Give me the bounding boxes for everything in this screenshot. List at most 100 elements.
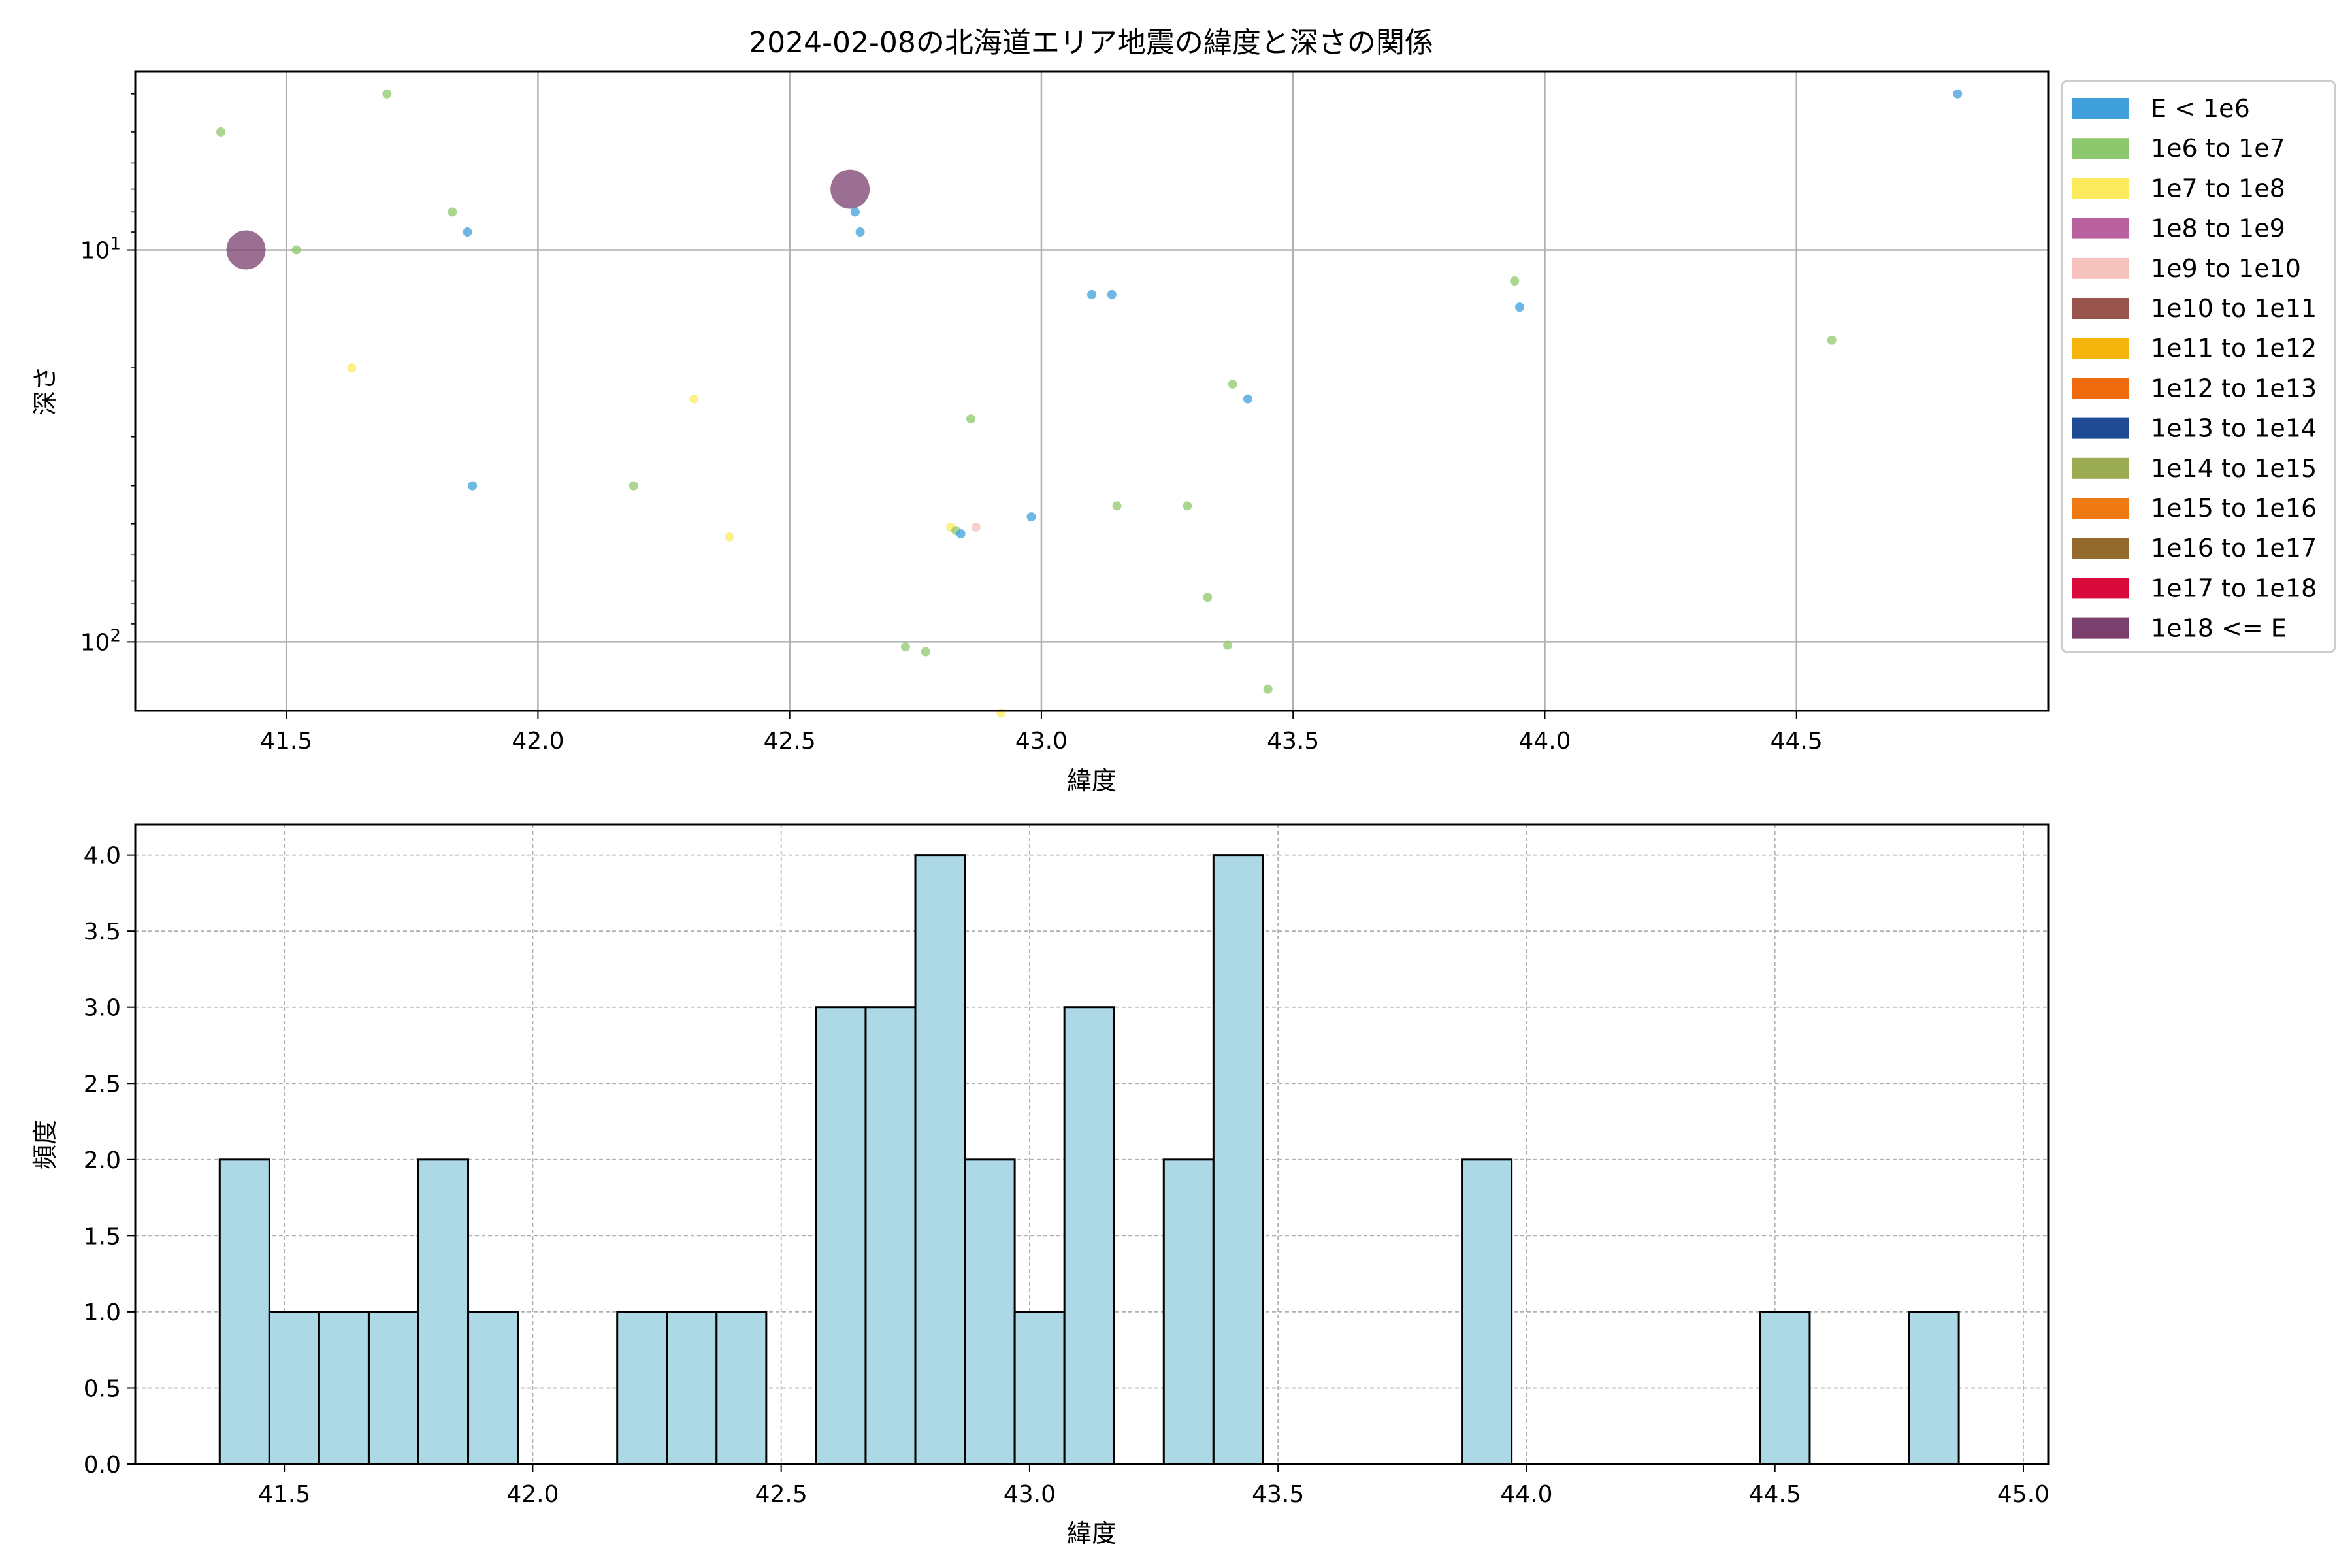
scatter-points xyxy=(216,89,1963,718)
histogram-bar xyxy=(815,1006,867,1465)
histogram-x-tick-label: 44.5 xyxy=(1749,1481,1801,1508)
histogram-bar xyxy=(1162,1158,1215,1465)
scatter-point xyxy=(921,647,930,657)
legend-swatch xyxy=(2072,257,2129,279)
scatter-x-axis-label: 緯度 xyxy=(1067,766,1117,795)
scatter-x-tick-label: 44.5 xyxy=(1771,728,1823,755)
legend: E < 1e6 1e6 to 1e7 1e7 to 1e8 1e8 to 1e9 1e9… xyxy=(2061,80,2336,653)
legend-entry-label: 1e13 to 1e14 xyxy=(2151,414,2317,443)
legend-swatch xyxy=(2072,498,2129,519)
histogram-y-tick-label: 1.5 xyxy=(84,1223,121,1250)
legend-entry-label: E < 1e6 xyxy=(2151,94,2250,123)
histogram-bar xyxy=(1063,1006,1115,1465)
legend-entry-label: 1e9 to 1e10 xyxy=(2151,254,2301,283)
scatter-point xyxy=(629,481,638,491)
scatter-point xyxy=(463,227,472,237)
histogram-y-tick-label: 4.0 xyxy=(84,843,121,870)
histogram-bar xyxy=(914,854,966,1465)
legend-entry-label: 1e14 to 1e15 xyxy=(2151,454,2317,483)
legend-entry-label: 1e16 to 1e17 xyxy=(2151,534,2317,563)
scatter-point xyxy=(1203,593,1213,602)
legend-swatch xyxy=(2072,378,2129,399)
histogram-y-tick-label: 3.0 xyxy=(84,995,121,1022)
histogram-x-tick-label: 41.5 xyxy=(258,1481,310,1508)
histogram-bar xyxy=(318,1311,370,1465)
scatter-y-axis-label: 深さ xyxy=(31,366,59,416)
chart-title: 2024-02-08の北海道エリア地震の緯度と深さの関係 xyxy=(749,26,1433,59)
scatter-point xyxy=(1514,302,1524,312)
legend-swatch xyxy=(2072,178,2129,199)
legend-swatch xyxy=(2072,98,2129,119)
scatter-point xyxy=(1183,501,1192,511)
scatter-point xyxy=(1223,640,1233,650)
histogram-bar xyxy=(1461,1158,1513,1465)
legend-entry-label: 1e17 to 1e18 xyxy=(2151,574,2317,602)
scatter-y-tick-label: 102 xyxy=(80,626,121,656)
scatter-x-tick-label: 41.5 xyxy=(260,728,312,755)
scatter-point xyxy=(1953,89,1963,99)
histogram-bar xyxy=(268,1311,320,1465)
scatter-point xyxy=(1026,512,1036,522)
histogram-bar xyxy=(1908,1311,1960,1465)
legend-frame xyxy=(2061,80,2336,653)
scatter-point xyxy=(855,227,865,237)
histogram-bar xyxy=(666,1311,718,1465)
scatter-point xyxy=(1827,335,1837,345)
legend-swatch xyxy=(2072,298,2129,319)
scatter-point xyxy=(347,363,357,373)
scatter-point xyxy=(850,207,860,217)
histogram-x-tick-label: 44.0 xyxy=(1500,1481,1552,1508)
scatter-x-ticks: 41.5 42.0 42.5 43.0 43.5 44.0 44.5 xyxy=(260,711,1823,755)
legend-entry-label: 1e15 to 1e16 xyxy=(2151,494,2317,523)
scatter-x-tick-label: 43.0 xyxy=(1015,728,1068,755)
histogram-y-tick-label: 3.5 xyxy=(84,919,121,945)
histogram-y-tick-label: 2.5 xyxy=(84,1071,121,1098)
scatter-point xyxy=(725,532,734,542)
histogram-x-tick-label: 43.0 xyxy=(1004,1481,1056,1508)
histogram-y-tick-label: 0.0 xyxy=(84,1452,121,1478)
scatter-point xyxy=(291,245,301,255)
scatter-point xyxy=(1107,289,1117,299)
histogram-bar xyxy=(467,1311,519,1465)
histogram-x-axis-label: 緯度 xyxy=(1067,1519,1117,1548)
legend-entry-label: 1e11 to 1e12 xyxy=(2151,334,2317,363)
legend-entry-label: 1e7 to 1e8 xyxy=(2151,174,2285,203)
legend-swatch xyxy=(2072,538,2129,559)
histogram-x-tick-label: 42.5 xyxy=(755,1481,808,1508)
scatter-grid xyxy=(135,71,2048,711)
legend-swatch xyxy=(2072,457,2129,479)
legend-swatch xyxy=(2072,617,2129,639)
scatter-point xyxy=(1243,394,1252,404)
histogram-bar xyxy=(616,1311,668,1465)
legend-entry-label: 1e6 to 1e7 xyxy=(2151,134,2285,163)
histogram-bar xyxy=(715,1311,768,1465)
legend-entry-label: 1e8 to 1e9 xyxy=(2151,214,2285,243)
scatter-point xyxy=(226,230,266,270)
scatter-point xyxy=(956,529,966,538)
histogram-bar xyxy=(1013,1311,1066,1465)
scatter-point xyxy=(1510,276,1520,286)
scatter-point xyxy=(1228,379,1237,389)
scatter-plot-frame xyxy=(134,70,2050,712)
histogram-y-tick-label: 2.0 xyxy=(84,1147,121,1174)
legend-swatch xyxy=(2072,578,2129,599)
legend-swatch xyxy=(2072,338,2129,359)
scatter-point xyxy=(830,169,870,209)
scatter-point xyxy=(900,642,910,652)
scatter-point xyxy=(1087,289,1096,299)
scatter-point xyxy=(448,207,457,217)
histogram-x-tick-label: 42.0 xyxy=(506,1481,559,1508)
histogram-y-tick-label: 1.0 xyxy=(84,1299,121,1326)
legend-swatch xyxy=(2072,218,2129,239)
histogram-bars xyxy=(218,854,1960,1465)
histogram-x-tick-label: 43.5 xyxy=(1252,1481,1304,1508)
scatter-point xyxy=(216,127,225,137)
scatter-point xyxy=(1263,684,1273,694)
legend-entry-label: 1e18 <= E xyxy=(2151,614,2287,643)
histogram-bar xyxy=(417,1158,470,1465)
histogram-x-tick-label: 45.0 xyxy=(1997,1481,2050,1508)
scatter-point xyxy=(971,522,981,532)
scatter-point xyxy=(382,89,392,99)
scatter-x-tick-label: 44.0 xyxy=(1518,728,1571,755)
